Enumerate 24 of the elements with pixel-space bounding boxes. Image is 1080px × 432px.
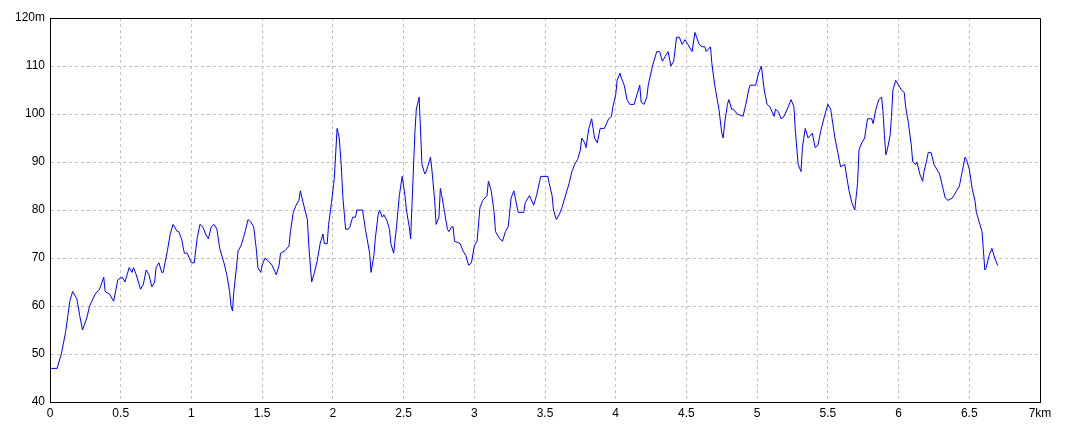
x-tick-label: 4 <box>612 405 620 420</box>
x-tick-label: 0.5 <box>112 405 130 420</box>
x-tick-label: 7km <box>1028 405 1052 420</box>
y-tick-label: 80 <box>31 202 46 217</box>
y-tick-label: 60 <box>31 298 46 313</box>
x-tick-label: 1 <box>188 405 196 420</box>
y-tick-label: 50 <box>31 346 46 361</box>
x-tick-label: 3 <box>470 405 478 420</box>
y-tick-label: 70 <box>31 250 46 265</box>
x-tick-label: 5.5 <box>819 405 837 420</box>
x-tick-label: 2 <box>329 405 337 420</box>
y-tick-label: 40 <box>31 394 46 409</box>
x-tick-label: 4.5 <box>678 405 696 420</box>
y-tick-label: 100 <box>24 106 46 121</box>
y-tick-label: 110 <box>25 58 46 73</box>
y-tick-label: 120m <box>14 10 45 25</box>
x-tick-label: 6.5 <box>960 405 978 420</box>
y-tick-label: 90 <box>31 154 46 169</box>
x-tick-label: 6 <box>895 405 903 420</box>
x-tick-label: 5 <box>753 405 761 420</box>
x-tick-label: 3.5 <box>536 405 554 420</box>
x-tick-label: 2.5 <box>395 405 413 420</box>
x-tick-label: 0 <box>46 405 54 420</box>
x-tick-label: 1.5 <box>253 405 271 420</box>
